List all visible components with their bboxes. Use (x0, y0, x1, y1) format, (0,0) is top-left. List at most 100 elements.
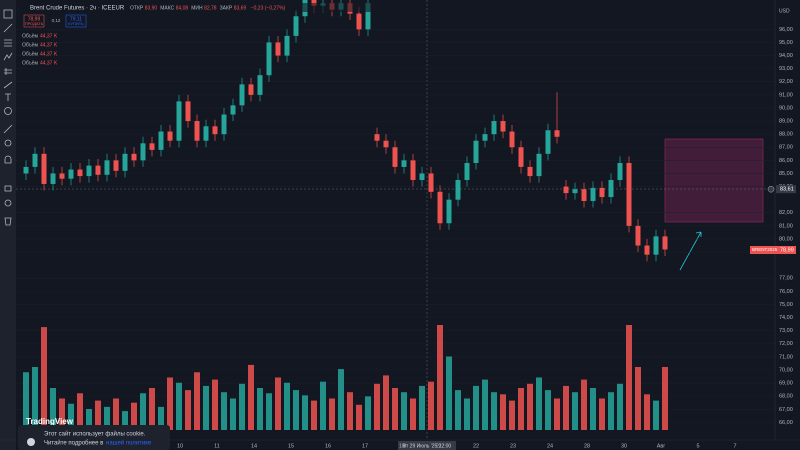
volume-bar (500, 394, 506, 430)
buy-button[interactable] (65, 14, 87, 28)
price-tick-label: 87,00 (779, 145, 793, 151)
ohlc-key: МИН (191, 5, 203, 11)
candle-body (608, 180, 614, 198)
indicator-name: Объём (22, 42, 38, 48)
volume-bar (482, 379, 488, 430)
magnet-tool[interactable] (4, 155, 12, 164)
time-tick-label: 28 (584, 443, 590, 449)
price-tick-label: 67,00 (779, 407, 793, 413)
candle-body (185, 101, 191, 122)
arrow-drawing[interactable] (679, 231, 702, 271)
volume-bar (635, 367, 641, 430)
candle-body (392, 147, 398, 167)
time-tick-label: 21 (436, 443, 442, 449)
time-tick-label: 14 (251, 443, 257, 449)
volume-bar (401, 392, 407, 430)
volume-bar (329, 398, 335, 430)
volume-bar (347, 392, 353, 430)
candle-body (374, 134, 380, 141)
volume-bar (437, 325, 443, 430)
volume-bar (590, 388, 596, 430)
forecast-tool[interactable] (4, 68, 12, 75)
candle-body (527, 166, 533, 177)
icon-tool[interactable] (4, 107, 12, 115)
buy-label: КУПИТЬ (68, 21, 84, 26)
candle-body (401, 160, 407, 167)
candle-body (455, 180, 461, 200)
time-tick-label: 5 (696, 443, 699, 449)
pattern-tool[interactable] (3, 52, 13, 61)
ruler-tool[interactable] (3, 124, 13, 134)
candle-body (23, 166, 29, 174)
brush-tool[interactable] (3, 81, 13, 89)
volume-bar (158, 406, 164, 430)
volume-bar (248, 364, 254, 430)
fib-tool[interactable] (4, 39, 12, 47)
ohlc-value: 82,78 (204, 5, 217, 11)
volume-bar (365, 396, 371, 430)
candle-body (248, 84, 254, 95)
candle-body (572, 189, 578, 194)
candle-body (284, 35, 290, 56)
text-tool[interactable] (5, 93, 11, 101)
line-tool[interactable] (3, 23, 13, 33)
price-tick-label: 70,00 (779, 367, 793, 373)
price-tick-label: 74,00 (779, 315, 793, 321)
candle-body (653, 236, 659, 255)
candle-body (482, 134, 488, 141)
price-tick-label: 95,00 (779, 40, 793, 46)
candle-body (590, 187, 596, 201)
candle-body (59, 173, 65, 179)
trash-tool[interactable] (4, 217, 12, 226)
time-tick-label: 11 (214, 443, 220, 449)
volume-bar (239, 383, 245, 430)
price-tick-label: 86,00 (779, 158, 793, 164)
price-marker (767, 185, 775, 193)
volume-bar (275, 377, 281, 430)
volume-bar (221, 392, 227, 430)
sell-button[interactable] (23, 14, 45, 28)
spread: 0,12 (52, 18, 61, 23)
buy-price: 79,11 (70, 16, 82, 22)
volume-bar (212, 379, 218, 430)
cookie-link[interactable]: нашей политике (106, 440, 152, 447)
crosshair-time-bg (398, 441, 456, 450)
candle-body (491, 121, 497, 135)
cookie-banner (18, 425, 170, 450)
symbol-price-name: BRENT2025 (752, 247, 778, 252)
volume-bar (203, 385, 209, 430)
volume-bar (68, 403, 74, 430)
price-tick-label: 92,00 (779, 79, 793, 85)
candle-body (428, 173, 434, 192)
current-price-bg (776, 185, 796, 194)
candle-body (644, 245, 650, 255)
rectangle-drawing[interactable] (664, 138, 764, 223)
indicator-value: 44,37 K (40, 42, 58, 48)
candle-body (383, 140, 389, 148)
price-tick-label: 66,00 (779, 420, 793, 426)
volume-bar (455, 390, 461, 430)
volume-bar (77, 393, 83, 430)
volume-bar (131, 402, 137, 430)
volume-bar (257, 388, 263, 430)
candle-body (545, 130, 551, 154)
candle-body (194, 121, 200, 141)
volume-bar (41, 327, 47, 430)
zoom-tool[interactable] (4, 139, 12, 147)
volume-bar (446, 356, 452, 430)
cursor-tool[interactable] (3, 9, 13, 19)
candle-body (212, 126, 218, 135)
volume-bar (104, 406, 110, 430)
volume-bar (536, 377, 542, 430)
hide-tool[interactable] (4, 199, 12, 207)
indicator-value: 44,37 K (40, 51, 58, 57)
logo: TradingView (26, 417, 74, 426)
candle-body (662, 236, 668, 250)
candle-body (122, 153, 128, 171)
volume-bar (59, 398, 65, 430)
lock-tool[interactable] (4, 185, 12, 192)
time-tick-label: 15 (288, 443, 294, 449)
volume-bar (266, 393, 272, 430)
time-tick-label: 24 (547, 443, 553, 449)
candle-body (50, 173, 56, 184)
